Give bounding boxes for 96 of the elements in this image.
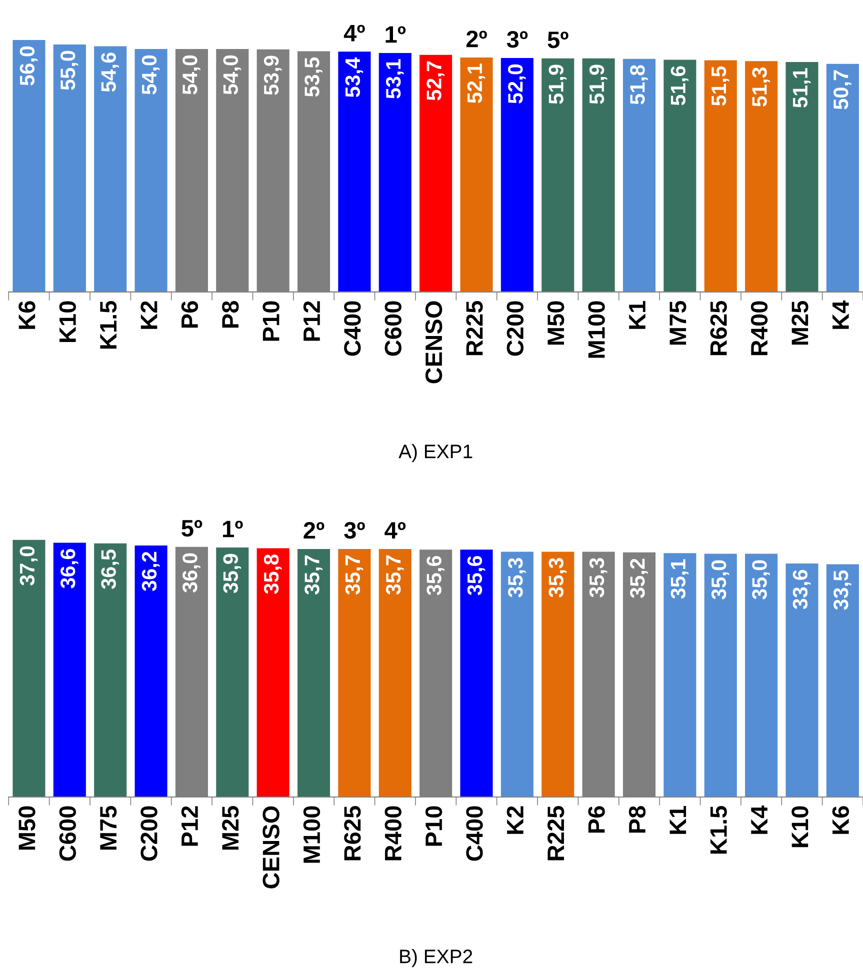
x-tick-label: P8 [628, 806, 646, 833]
x-tick-label: P6 [181, 301, 198, 328]
data-label: 51,1 [793, 68, 811, 108]
data-label: 35,3 [548, 558, 566, 598]
x-tick-label: K1.5 [710, 806, 727, 854]
x-tick-label: K2 [140, 301, 158, 329]
data-label: 33,6 [792, 570, 811, 610]
x-tick-label: K10 [59, 301, 76, 342]
x-tick-label: M50 [547, 301, 564, 345]
x-tick-label: C200 [140, 806, 158, 861]
data-label: 35,0 [711, 560, 730, 600]
data-label: 35,6 [467, 556, 486, 596]
data-label: 35,3 [589, 558, 608, 598]
annotation: 5º [182, 520, 202, 537]
x-tick-label: R400 [750, 301, 768, 356]
data-label: 53,1 [386, 59, 404, 98]
x-tick-label: M75 [670, 300, 686, 345]
x-tick-label: M25 [792, 300, 808, 345]
x-tick-label: C200 [506, 301, 524, 356]
data-label: 54,0 [142, 55, 160, 94]
data-label: 37,0 [20, 546, 38, 586]
x-tick-label: P10 [262, 301, 280, 341]
x-tick-label: K4 [832, 300, 849, 329]
x-tick-label: K1.5 [100, 300, 117, 349]
x-tick-label: R400 [384, 806, 402, 860]
data-label: 36,5 [101, 550, 119, 590]
x-tick-label: P10 [425, 806, 442, 846]
x-tick-label: C600 [384, 301, 402, 356]
data-label: 51,9 [589, 64, 608, 104]
x-tick-label: R625 [344, 806, 361, 860]
data-label: 35,7 [304, 555, 322, 595]
data-label: 54,0 [223, 55, 242, 94]
x-tick-label: C600 [59, 806, 76, 861]
data-label: 51,5 [712, 66, 730, 106]
annotation: 4º [344, 24, 365, 42]
annotation: 3º [506, 31, 528, 48]
x-tick-label: K6 [832, 806, 849, 834]
x-tick-label: CENSO [425, 301, 442, 384]
x-tick-label: C400 [344, 301, 361, 356]
x-tick-label: K1 [670, 806, 686, 834]
x-tick-label: M75 [100, 806, 117, 850]
data-label: 35,2 [630, 558, 648, 598]
x-tick-label: K2 [506, 806, 524, 834]
data-label: 54,6 [101, 52, 119, 92]
annotation: 5º [548, 32, 568, 48]
annotation: 3º [344, 522, 365, 539]
data-label: 53,4 [345, 57, 364, 98]
data-label: 35,3 [508, 558, 526, 598]
annotation: 1º [223, 520, 243, 538]
data-label: 36,0 [182, 553, 200, 592]
x-tick-label: P8 [222, 301, 239, 328]
annotation: 1º [386, 26, 406, 43]
data-label: 54,0 [182, 55, 200, 94]
data-label: 51,8 [630, 65, 648, 104]
data-label: 52,1 [467, 64, 486, 103]
x-tick-label: C400 [466, 806, 483, 861]
x-tick-label: M100 [303, 806, 320, 863]
x-tick-label: K10 [792, 806, 808, 848]
data-label: 51,6 [670, 66, 689, 106]
data-label: 52,7 [426, 61, 444, 100]
x-tick-label: K4 [751, 805, 768, 834]
data-label: 50,7 [834, 70, 852, 110]
annotation: 2º [304, 522, 324, 538]
annotation: 4º [384, 522, 406, 538]
x-tick-label: R625 [710, 300, 727, 356]
data-label: 36,6 [60, 548, 78, 588]
data-label: 36,2 [142, 552, 160, 592]
x-tick-label: P12 [181, 806, 198, 846]
data-label: 33,5 [834, 570, 852, 610]
annotation: 2º [466, 30, 487, 48]
x-tick-label: K6 [18, 301, 36, 329]
x-tick-label: P12 [303, 301, 320, 341]
x-tick-label: CENSO [262, 806, 280, 888]
x-tick-label: P6 [588, 806, 605, 833]
data-label: 35,0 [752, 560, 770, 600]
data-label: 35,9 [223, 554, 242, 594]
x-tick-label: R225 [547, 806, 564, 860]
x-tick-label: M25 [222, 806, 239, 850]
text: B) EXP2 [400, 949, 472, 968]
x-tick-label: M50 [18, 806, 36, 850]
text: A) EXP1 [398, 444, 472, 462]
data-label: 35,8 [264, 554, 282, 594]
data-label: 53,5 [304, 57, 322, 97]
data-label: 55,0 [60, 50, 78, 90]
data-label: 56,0 [20, 46, 38, 86]
x-tick-label: R225 [466, 300, 483, 356]
data-label: 35,7 [345, 555, 364, 595]
data-label: 52,0 [508, 64, 526, 104]
data-label: 35,1 [670, 559, 689, 599]
x-tick-label: M100 [588, 301, 605, 358]
data-label: 51,3 [752, 67, 770, 107]
data-label: 53,9 [264, 56, 282, 95]
data-label: 51,9 [548, 64, 566, 104]
data-label: 35,7 [386, 555, 404, 595]
x-tick-label: K1 [629, 300, 646, 329]
data-label: 35,6 [426, 556, 444, 596]
